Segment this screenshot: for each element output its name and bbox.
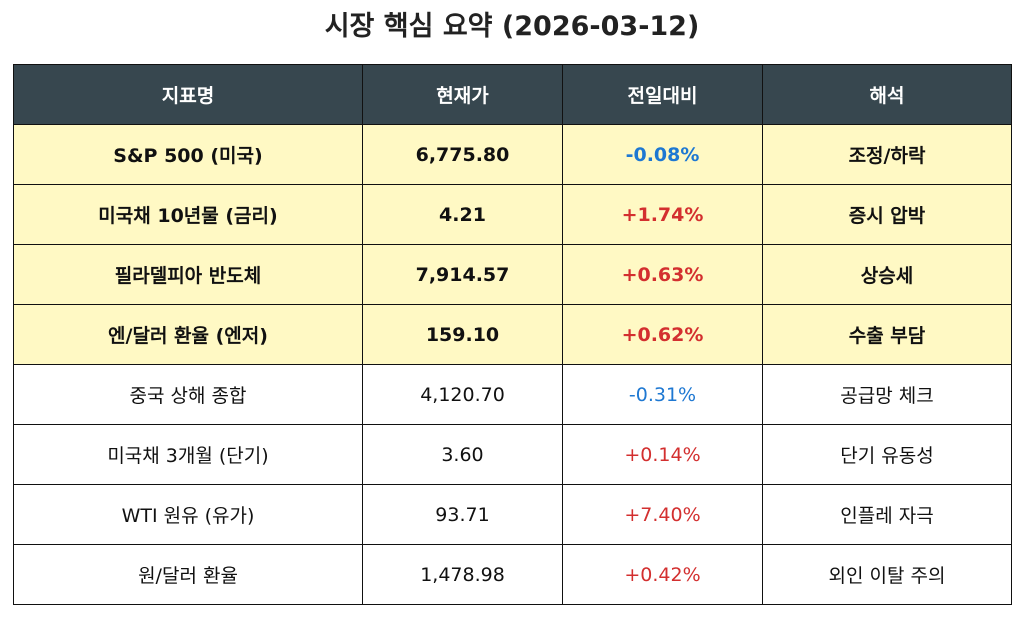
cell-price: 7,914.57 bbox=[362, 244, 563, 305]
table-row: 미국채 10년물 (금리) 4.21 +1.74% 증시 압박 bbox=[13, 184, 1012, 245]
cell-change: +0.63% bbox=[562, 244, 763, 305]
table-row: WTI 원유 (유가) 93.71 +7.40% 인플레 자극 bbox=[13, 484, 1012, 545]
cell-price: 4.21 bbox=[362, 184, 563, 245]
cell-name: WTI 원유 (유가) bbox=[13, 484, 363, 545]
cell-note: 단기 유동성 bbox=[762, 424, 1012, 485]
cell-change: +7.40% bbox=[562, 484, 763, 545]
cell-name: S&P 500 (미국) bbox=[13, 124, 363, 185]
header-note: 해석 bbox=[762, 64, 1012, 125]
cell-name: 원/달러 환율 bbox=[13, 544, 363, 605]
table-header-row: 지표명 현재가 전일대비 해석 bbox=[13, 64, 1012, 125]
cell-price: 93.71 bbox=[362, 484, 563, 545]
cell-name: 중국 상해 종합 bbox=[13, 364, 363, 425]
table-row: 필라델피아 반도체 7,914.57 +0.63% 상승세 bbox=[13, 244, 1012, 305]
cell-change: +0.42% bbox=[562, 544, 763, 605]
cell-note: 수출 부담 bbox=[762, 304, 1012, 365]
cell-note: 조정/하락 bbox=[762, 124, 1012, 185]
cell-note: 인플레 자극 bbox=[762, 484, 1012, 545]
cell-name: 필라델피아 반도체 bbox=[13, 244, 363, 305]
table-row: 미국채 3개월 (단기) 3.60 +0.14% 단기 유동성 bbox=[13, 424, 1012, 485]
cell-name: 미국채 10년물 (금리) bbox=[13, 184, 363, 245]
cell-name: 엔/달러 환율 (엔저) bbox=[13, 304, 363, 365]
header-change: 전일대비 bbox=[562, 64, 763, 125]
cell-note: 공급망 체크 bbox=[762, 364, 1012, 425]
table-row: 중국 상해 종합 4,120.70 -0.31% 공급망 체크 bbox=[13, 364, 1012, 425]
cell-name: 미국채 3개월 (단기) bbox=[13, 424, 363, 485]
cell-price: 1,478.98 bbox=[362, 544, 563, 605]
header-price: 현재가 bbox=[362, 64, 563, 125]
cell-change: -0.31% bbox=[562, 364, 763, 425]
table-row: S&P 500 (미국) 6,775.80 -0.08% 조정/하락 bbox=[13, 124, 1012, 185]
header-name: 지표명 bbox=[13, 64, 363, 125]
cell-note: 상승세 bbox=[762, 244, 1012, 305]
cell-note: 증시 압박 bbox=[762, 184, 1012, 245]
cell-change: +1.74% bbox=[562, 184, 763, 245]
cell-price: 3.60 bbox=[362, 424, 563, 485]
market-summary-table: 지표명 현재가 전일대비 해석 S&P 500 (미국) 6,775.80 -0.0… bbox=[13, 64, 1012, 605]
table-row: 엔/달러 환율 (엔저) 159.10 +0.62% 수출 부담 bbox=[13, 304, 1012, 365]
page-title: 시장 핵심 요약 (2026-03-12) bbox=[324, 11, 700, 42]
cell-note: 외인 이탈 주의 bbox=[762, 544, 1012, 605]
cell-price: 159.10 bbox=[362, 304, 563, 365]
cell-price: 4,120.70 bbox=[362, 364, 563, 425]
cell-change: +0.62% bbox=[562, 304, 763, 365]
cell-change: +0.14% bbox=[562, 424, 763, 485]
table-row: 원/달러 환율 1,478.98 +0.42% 외인 이탈 주의 bbox=[13, 544, 1012, 605]
cell-change: -0.08% bbox=[562, 124, 763, 185]
cell-price: 6,775.80 bbox=[362, 124, 563, 185]
